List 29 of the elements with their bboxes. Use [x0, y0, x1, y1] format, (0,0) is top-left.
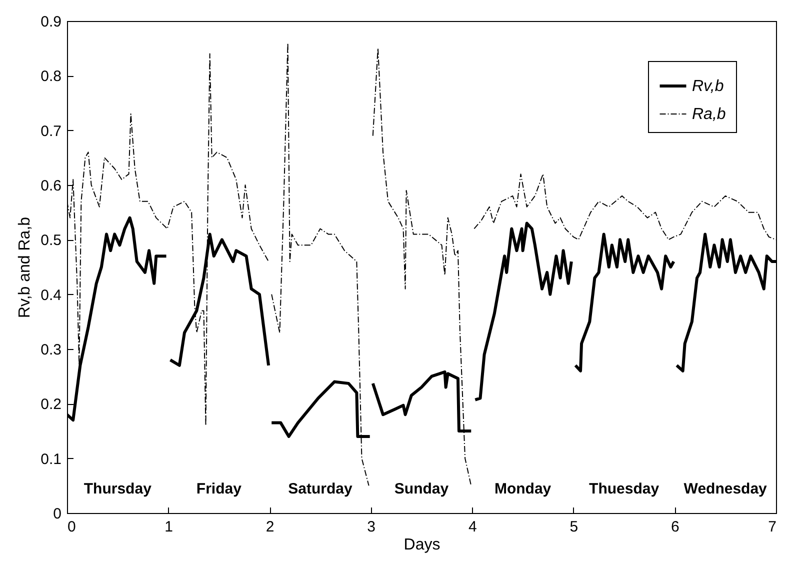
x-tick-label: 3 — [367, 518, 376, 536]
y-tick-label: 0.3 — [40, 342, 62, 358]
x-tick-label: 1 — [164, 518, 173, 536]
y-tick-label: 0.1 — [40, 450, 62, 468]
annotation: Wednesday — [684, 480, 768, 498]
y-tick-label: 0.8 — [40, 68, 62, 86]
x-tick-label: 2 — [266, 518, 274, 536]
y-tick-label: 0.9 — [40, 14, 62, 30]
y-tick-label: 0.6 — [40, 178, 62, 194]
y-tick-label: 0.7 — [40, 122, 62, 140]
annotation: Thuesday — [589, 480, 660, 498]
annotation: Monday — [494, 480, 552, 498]
annotation: Thursday — [84, 480, 152, 498]
legend-label: Rv,b — [692, 78, 724, 95]
y-tick-label: 0 — [53, 506, 62, 522]
annotation: Saturday — [288, 480, 353, 498]
y-tick-label: 0.4 — [40, 286, 62, 304]
x-axis-title: Days — [404, 536, 440, 554]
y-axis-title: Rv,b and Ra,b — [16, 216, 34, 318]
x-tick-label: 0 — [68, 518, 76, 536]
annotation: Sunday — [394, 480, 450, 498]
x-tick-label: 5 — [570, 518, 578, 536]
annotation: Friday — [196, 480, 242, 498]
x-tick-label: 6 — [671, 518, 680, 536]
x-tick-label: 4 — [468, 518, 477, 536]
y-tick-label: 0.2 — [40, 396, 62, 414]
legend-label: Ra,b — [692, 106, 726, 123]
y-tick-label: 0.5 — [40, 232, 62, 250]
x-tick-label: 7 — [768, 518, 776, 536]
